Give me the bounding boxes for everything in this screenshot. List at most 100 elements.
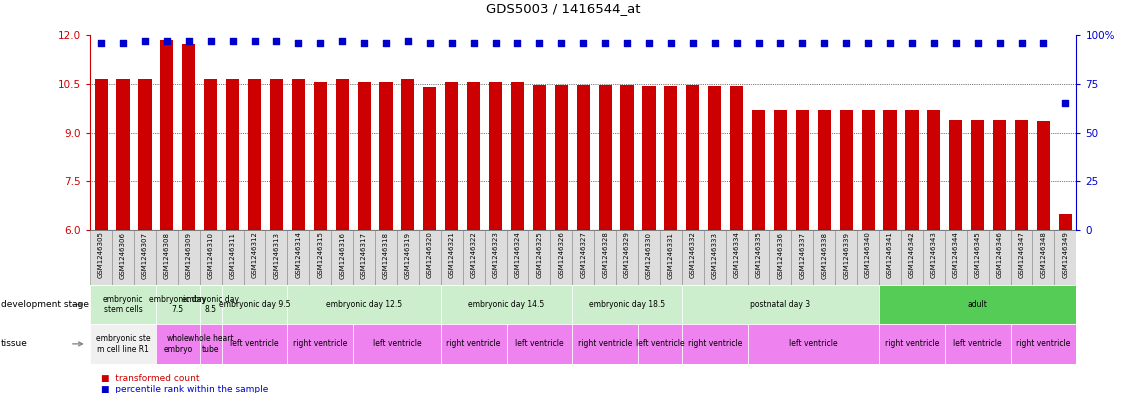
Text: GSM1246345: GSM1246345 <box>975 231 980 278</box>
Bar <box>445 83 459 230</box>
Point <box>947 40 965 46</box>
Bar <box>506 324 573 364</box>
Bar <box>222 230 243 285</box>
Bar <box>292 79 305 230</box>
Bar <box>686 84 700 230</box>
Bar <box>489 83 503 230</box>
Bar <box>1032 230 1055 285</box>
Point <box>771 40 789 46</box>
Bar <box>134 230 156 285</box>
Text: GSM1246326: GSM1246326 <box>558 231 565 278</box>
Text: embryonic day
7.5: embryonic day 7.5 <box>149 295 206 314</box>
Bar <box>752 110 765 230</box>
Point <box>552 40 570 46</box>
Point <box>837 40 855 46</box>
Bar <box>858 230 879 285</box>
Bar <box>770 230 791 285</box>
Bar <box>287 285 441 324</box>
Bar <box>660 230 682 285</box>
Bar <box>441 324 506 364</box>
Text: GSM1246317: GSM1246317 <box>361 231 367 279</box>
Text: GSM1246312: GSM1246312 <box>251 231 257 278</box>
Bar <box>441 285 573 324</box>
Text: GSM1246310: GSM1246310 <box>207 231 214 279</box>
Bar <box>791 230 814 285</box>
Bar <box>967 230 988 285</box>
Bar <box>533 84 545 230</box>
Text: GSM1246344: GSM1246344 <box>952 231 959 278</box>
Bar <box>621 84 633 230</box>
Point <box>1035 40 1053 46</box>
Bar <box>616 230 638 285</box>
Bar <box>90 324 156 364</box>
Bar <box>814 230 835 285</box>
Bar <box>287 230 309 285</box>
Bar <box>703 230 726 285</box>
Bar <box>923 230 944 285</box>
Bar <box>879 285 1076 324</box>
Bar <box>139 79 151 230</box>
Bar <box>1015 119 1028 230</box>
Bar <box>529 230 550 285</box>
Text: embryonic day
8.5: embryonic day 8.5 <box>183 295 239 314</box>
Bar <box>638 324 682 364</box>
Point <box>793 40 811 46</box>
Text: GSM1246311: GSM1246311 <box>230 231 236 279</box>
Point <box>179 38 198 44</box>
Text: embryonic day 9.5: embryonic day 9.5 <box>219 300 291 309</box>
Point <box>706 40 724 46</box>
Bar <box>95 79 108 230</box>
Text: GSM1246338: GSM1246338 <box>822 231 827 279</box>
Text: GSM1246325: GSM1246325 <box>536 231 542 278</box>
Text: GSM1246330: GSM1246330 <box>646 231 651 279</box>
Bar <box>774 110 787 230</box>
Point <box>202 38 220 44</box>
Text: whole heart
tube: whole heart tube <box>188 334 233 354</box>
Point <box>420 40 438 46</box>
Point <box>531 40 549 46</box>
Bar <box>156 324 199 364</box>
Text: GSM1246314: GSM1246314 <box>295 231 301 278</box>
Text: left ventricle: left ventricle <box>789 340 837 348</box>
Bar <box>905 110 919 230</box>
Point <box>596 40 614 46</box>
Text: GSM1246322: GSM1246322 <box>471 231 477 278</box>
Bar <box>116 79 130 230</box>
Bar <box>577 84 589 230</box>
Bar <box>287 324 353 364</box>
Bar <box>884 110 897 230</box>
Point <box>136 38 154 44</box>
Point <box>311 40 329 46</box>
Text: right ventricle: right ventricle <box>1017 340 1071 348</box>
Point <box>246 38 264 44</box>
Point <box>399 38 417 44</box>
Bar <box>949 119 962 230</box>
Text: postnatal day 3: postnatal day 3 <box>751 300 810 309</box>
Text: GSM1246336: GSM1246336 <box>778 231 783 279</box>
Text: GSM1246309: GSM1246309 <box>186 231 192 279</box>
Text: GSM1246313: GSM1246313 <box>274 231 279 279</box>
Bar <box>397 230 419 285</box>
Text: GSM1246316: GSM1246316 <box>339 231 345 279</box>
Point <box>1012 40 1030 46</box>
Point <box>508 40 526 46</box>
Point <box>267 38 285 44</box>
Bar <box>467 83 480 230</box>
Bar <box>730 86 743 230</box>
Point <box>464 40 482 46</box>
Bar <box>944 230 967 285</box>
Text: GSM1246337: GSM1246337 <box>799 231 806 279</box>
Text: GSM1246308: GSM1246308 <box>163 231 170 279</box>
Bar <box>222 324 287 364</box>
Text: GSM1246339: GSM1246339 <box>843 231 849 279</box>
Text: right ventricle: right ventricle <box>885 340 939 348</box>
Text: right ventricle: right ventricle <box>687 340 742 348</box>
Point <box>903 40 921 46</box>
Text: left ventricle: left ventricle <box>373 340 421 348</box>
Text: GSM1246321: GSM1246321 <box>449 231 454 278</box>
Bar <box>401 79 415 230</box>
Text: GSM1246318: GSM1246318 <box>383 231 389 279</box>
Text: left ventricle: left ventricle <box>636 340 684 348</box>
Text: GDS5003 / 1416544_at: GDS5003 / 1416544_at <box>486 2 641 15</box>
Text: GSM1246324: GSM1246324 <box>515 231 521 278</box>
